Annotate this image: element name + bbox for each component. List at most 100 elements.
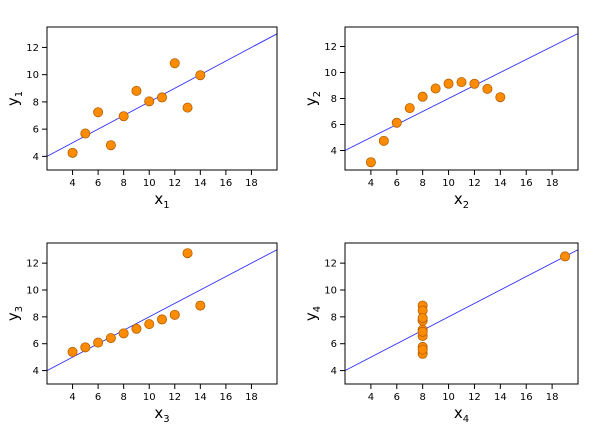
y-tick-label-3: 4 [33, 366, 39, 377]
x-tick-label-2: 14 [494, 178, 507, 189]
x-tick-label-4: 12 [468, 392, 481, 403]
x-tick-label-1: 6 [95, 178, 101, 189]
regression-line-2 [345, 33, 578, 151]
data-point-2 [417, 91, 428, 102]
y-tick-label-2: 10 [324, 68, 337, 79]
y-tick-label-1: 4 [33, 152, 39, 163]
x-tick-label-4: 16 [520, 392, 533, 403]
data-point-2 [430, 83, 441, 94]
x-tick-label-4: 18 [546, 392, 559, 403]
data-point-1 [169, 58, 180, 69]
data-point-3 [144, 319, 155, 330]
x-tick-label-2: 16 [520, 178, 533, 189]
y-tick-label-2: 4 [331, 146, 337, 157]
data-point-1 [80, 128, 91, 139]
plot-frame-4 [344, 242, 579, 385]
y-tick-label-4: 8 [331, 312, 337, 323]
data-point-2 [391, 117, 402, 128]
data-point-1 [105, 140, 116, 151]
y-tick-label-4: 4 [331, 366, 337, 377]
y-tick-label-1: 10 [26, 70, 39, 81]
data-point-4 [417, 313, 428, 324]
data-point-1 [131, 85, 142, 96]
y-tick-label-4: 12 [324, 259, 337, 270]
x-tick-label-1: 10 [143, 178, 156, 189]
x-tick-label-1: 18 [245, 178, 258, 189]
x-axis-label-1: x1 [154, 190, 169, 211]
data-point-2 [456, 77, 467, 88]
y-tick-label-1: 12 [26, 43, 39, 54]
y-tick-label-2: 8 [331, 94, 337, 105]
plot-frame-3 [46, 242, 278, 385]
x-tick-label-1: 4 [69, 178, 75, 189]
data-point-3 [182, 248, 193, 259]
x-tick-label-1: 8 [120, 178, 126, 189]
data-point-1 [93, 107, 104, 118]
y-tick-label-3: 10 [26, 286, 39, 297]
data-point-3 [105, 333, 116, 344]
regression-line-4 [345, 249, 578, 371]
data-point-1 [118, 111, 129, 122]
data-point-1 [195, 70, 206, 81]
y-tick-label-2: 12 [324, 42, 337, 53]
x-tick-label-4: 10 [442, 392, 455, 403]
plot-frame-1 [46, 26, 278, 171]
data-point-2 [378, 135, 389, 146]
x-tick-label-3: 6 [95, 392, 101, 403]
x-tick-label-2: 18 [546, 178, 559, 189]
data-point-1 [156, 92, 167, 103]
data-point-4 [417, 344, 428, 355]
x-tick-label-4: 14 [494, 392, 507, 403]
data-point-2 [404, 103, 415, 114]
data-point-2 [482, 83, 493, 94]
y-tick-label-3: 12 [26, 259, 39, 270]
data-point-3 [118, 328, 129, 339]
data-point-3 [169, 309, 180, 320]
data-point-3 [67, 346, 78, 357]
data-point-3 [195, 300, 206, 311]
data-point-1 [182, 102, 193, 113]
data-point-4 [560, 251, 571, 262]
x-tick-label-1: 12 [168, 178, 181, 189]
x-tick-label-3: 16 [220, 392, 233, 403]
x-tick-label-4: 8 [419, 392, 425, 403]
x-axis-label-2: x2 [454, 190, 469, 211]
x-tick-label-2: 8 [419, 178, 425, 189]
x-tick-label-3: 8 [120, 392, 126, 403]
data-point-3 [80, 342, 91, 353]
y-axis-label-2: y2 [302, 91, 323, 106]
data-point-2 [365, 157, 376, 168]
x-tick-label-3: 18 [245, 392, 258, 403]
y-axis-label-4: y4 [302, 306, 323, 321]
data-point-2 [495, 92, 506, 103]
x-tick-label-4: 4 [368, 392, 374, 403]
x-tick-label-1: 14 [194, 178, 207, 189]
x-tick-label-2: 6 [394, 178, 400, 189]
data-point-2 [469, 78, 480, 89]
x-axis-label-3: x3 [154, 404, 169, 425]
data-point-3 [156, 314, 167, 325]
x-tick-label-3: 14 [194, 392, 207, 403]
data-point-1 [144, 96, 155, 107]
y-tick-label-2: 6 [331, 120, 337, 131]
y-axis-label-1: y1 [4, 91, 25, 106]
x-tick-label-2: 10 [442, 178, 455, 189]
regression-line-3 [47, 249, 277, 371]
x-tick-label-3: 10 [143, 392, 156, 403]
data-point-2 [443, 78, 454, 89]
x-tick-label-3: 12 [168, 392, 181, 403]
x-tick-label-2: 4 [368, 178, 374, 189]
data-point-3 [131, 323, 142, 334]
y-tick-label-1: 6 [33, 125, 39, 136]
x-tick-label-1: 16 [220, 178, 233, 189]
y-tick-label-4: 6 [331, 339, 337, 350]
data-point-3 [93, 337, 104, 348]
y-axis-label-3: y3 [4, 306, 25, 321]
x-tick-label-2: 12 [468, 178, 481, 189]
data-point-4 [417, 326, 428, 337]
